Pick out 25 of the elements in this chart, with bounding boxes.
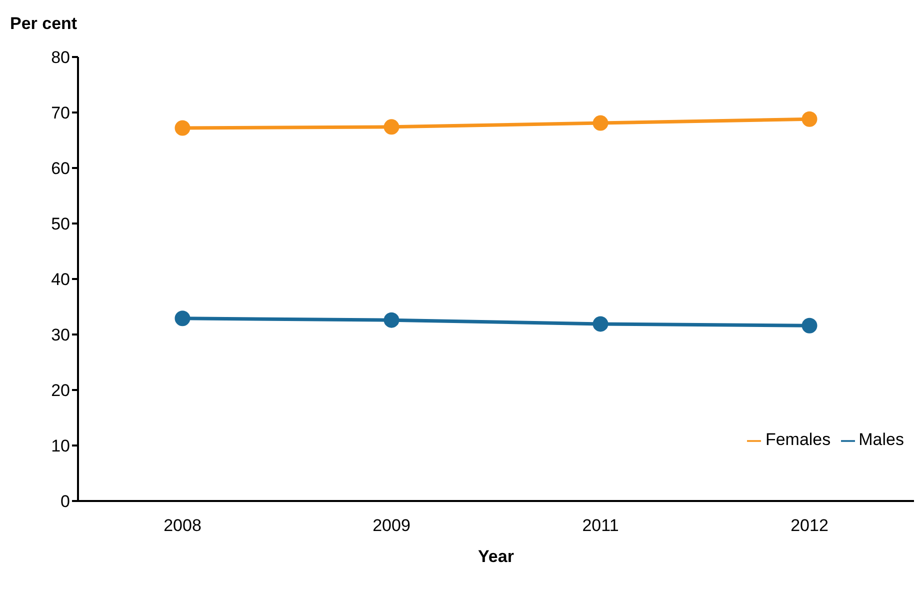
point (384, 312, 400, 328)
x-tick-label: 2008 (164, 516, 202, 536)
x-tick-label: 2012 (790, 516, 828, 536)
legend-label: Males (858, 430, 904, 449)
point (592, 316, 608, 332)
point (592, 115, 608, 131)
y-tick-label: 40 (51, 270, 70, 290)
y-tick-label: 0 (60, 492, 70, 512)
point (384, 119, 400, 135)
y-tick-label: 30 (51, 326, 70, 345)
x-tick-label: 2011 (582, 516, 619, 536)
x-tick-label: 2009 (372, 516, 410, 536)
point (802, 111, 818, 127)
y-tick-label: 60 (51, 159, 70, 178)
y-tick-label: 20 (51, 381, 70, 400)
y-tick-label: 10 (51, 436, 70, 456)
x-axis-title: Year (478, 547, 514, 566)
y-axis-title: Per cent (10, 14, 78, 34)
y-tick-label: 70 (51, 104, 70, 123)
point (174, 310, 190, 326)
y-tick-label: 50 (51, 214, 70, 234)
point (174, 120, 190, 136)
legend-label: Females (765, 430, 831, 449)
point (802, 318, 818, 334)
y-tick-label: 80 (51, 48, 70, 68)
